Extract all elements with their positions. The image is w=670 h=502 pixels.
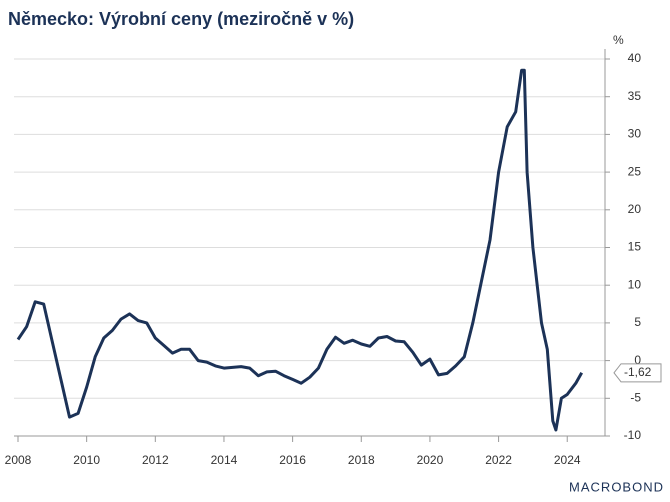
- brand: MACROBOND: [569, 479, 664, 494]
- value-label-box: [613, 363, 662, 383]
- value-label: -1,62: [624, 365, 652, 379]
- x-tick-label: 2018: [348, 453, 375, 467]
- y-tick-label: 5: [634, 315, 641, 329]
- x-tick-label: 2024: [554, 453, 581, 467]
- y-tick-label: 0: [634, 353, 641, 367]
- y-tick-label: 35: [628, 89, 642, 103]
- y-tick-label: 15: [628, 240, 642, 254]
- y-tick-label: -10: [624, 428, 642, 442]
- data-line: [16, 68, 584, 432]
- chart-title: Německo: Výrobní ceny (meziročně v %): [8, 9, 354, 29]
- x-tick-label: 2014: [211, 453, 238, 467]
- y-unit: %: [613, 33, 624, 47]
- y-tick-label: 40: [628, 51, 642, 65]
- x-tick-label: 2010: [73, 453, 100, 467]
- y-tick-label: 10: [628, 277, 642, 291]
- x-tick-label: 2008: [5, 453, 32, 467]
- x-tick-label: 2012: [142, 453, 169, 467]
- y-tick-label: 20: [628, 202, 642, 216]
- x-tick-label: 2020: [417, 453, 444, 467]
- y-tick-label: -5: [630, 390, 641, 404]
- x-tick-label: 2016: [279, 453, 306, 467]
- y-tick-label: 30: [628, 127, 642, 141]
- y-tick-label: 25: [628, 164, 642, 178]
- x-tick-label: 2022: [485, 453, 512, 467]
